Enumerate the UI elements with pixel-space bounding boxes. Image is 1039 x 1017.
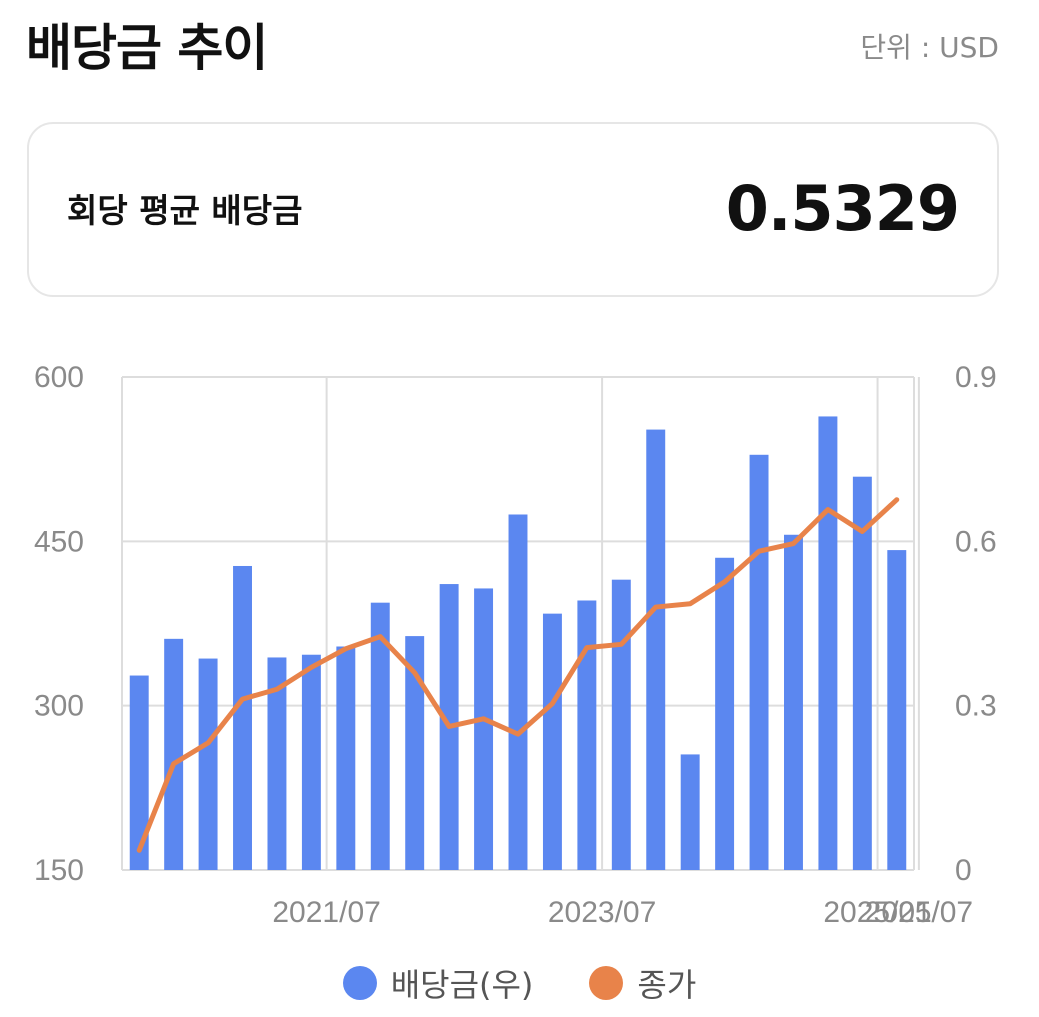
dividend-bar (749, 454, 769, 870)
dividend-bar (784, 534, 803, 870)
dividend-bar (405, 636, 425, 870)
dividend-chart: 600 0.9 450 0.6 300 0.3 150 0 2021/07 2023/07 2025… (34, 361, 997, 929)
close-price-line (136, 497, 900, 853)
dividend-bar (233, 565, 252, 870)
dividend-bar (646, 429, 666, 870)
dividend-bar (474, 588, 494, 870)
legend-dot-dividend (342, 966, 377, 1000)
left-tick-label: 450 (34, 525, 84, 558)
right-tick-label: 0.3 (955, 690, 997, 723)
bar-layer (129, 416, 907, 870)
legend-item-close[interactable]: 종가 (589, 960, 696, 1006)
dividend-bar (611, 579, 631, 870)
dividend-bar (508, 514, 528, 870)
dividend-bar (370, 602, 390, 870)
summary-label: 회당 평균 배당금 (67, 191, 303, 230)
x-tick-label: 2023/07 (548, 896, 656, 929)
dividend-bar (267, 657, 287, 870)
x-tick-label: 2025/07 (865, 896, 973, 929)
right-tick-label: 0.6 (955, 525, 997, 558)
dividend-bar (129, 675, 149, 870)
unit-label: 단위 : USD (860, 31, 999, 64)
summary-card: 회당 평균 배당금 0.5329 (27, 122, 999, 297)
dividend-bar (164, 638, 184, 870)
legend: 배당금(우) 종가 (0, 960, 1039, 1006)
left-tick-label: 150 (34, 854, 84, 887)
legend-label-close: 종가 (637, 966, 697, 1004)
page-title: 배당금 추이 (26, 19, 268, 77)
line-layer (136, 497, 900, 853)
dividend-bar (818, 416, 838, 870)
dividend-bar (198, 658, 218, 870)
legend-label-dividend: 배당금(우) (390, 966, 534, 1004)
legend-dot-close (589, 966, 624, 1000)
dividend-bar (887, 550, 907, 870)
x-tick-label: 2025/01 (823, 896, 931, 929)
right-tick-label: 0 (955, 854, 972, 887)
dividend-bar (336, 646, 356, 870)
left-tick-label: 300 (34, 690, 84, 723)
x-tick-label: 2021/07 (272, 896, 380, 929)
dividend-bar (577, 600, 597, 870)
dividend-bar (680, 754, 700, 870)
legend-item-dividend[interactable]: 배당금(우) (342, 960, 534, 1006)
summary-value: 0.5329 (725, 172, 960, 245)
right-tick-label: 0.9 (955, 361, 997, 394)
axis-layer: 600 0.9 450 0.6 300 0.3 150 0 2021/07 2023/07 2025… (34, 361, 997, 929)
dividend-bar (852, 476, 872, 870)
dividend-bar (542, 613, 562, 870)
dividend-bar (715, 557, 735, 870)
left-tick-label: 600 (34, 361, 84, 394)
dividend-bar (301, 654, 321, 870)
